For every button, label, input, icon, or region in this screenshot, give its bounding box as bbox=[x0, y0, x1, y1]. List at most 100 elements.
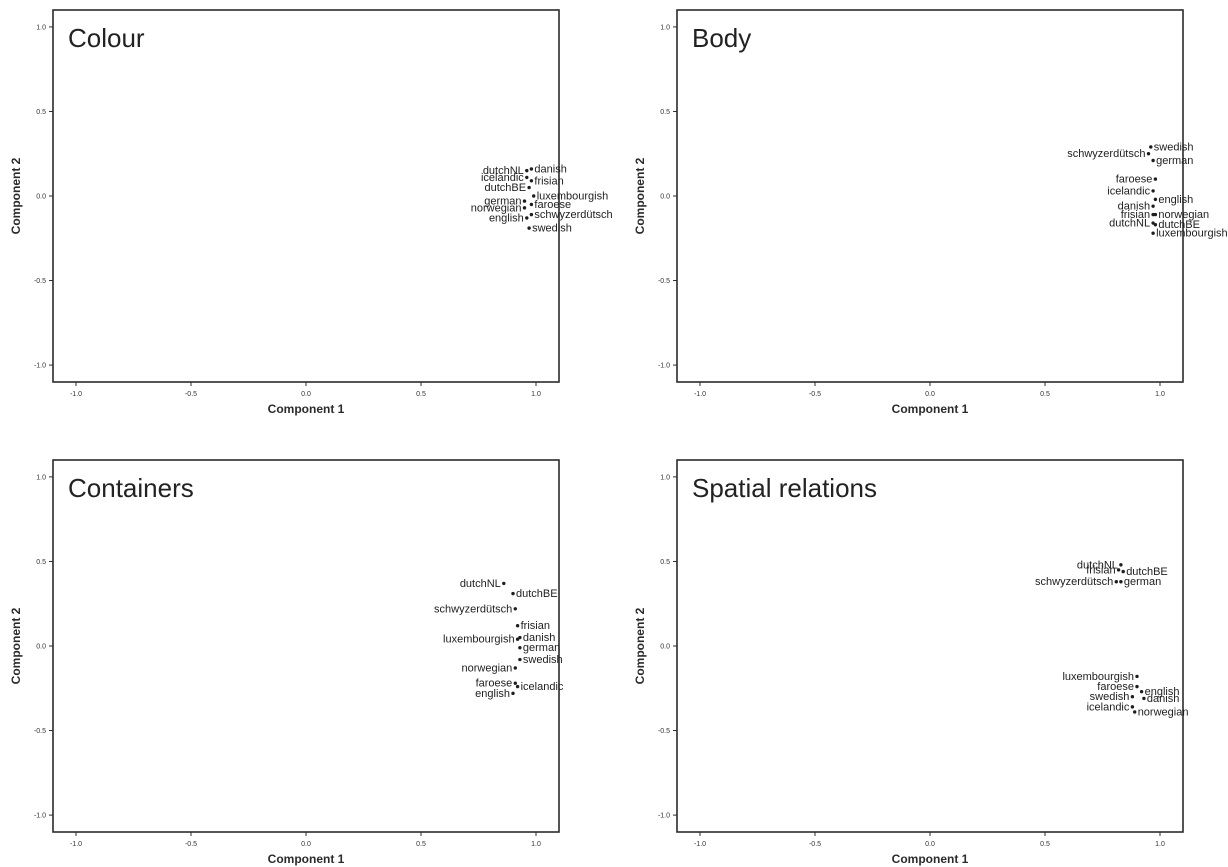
x-tick-label: 0.0 bbox=[925, 841, 935, 848]
point-label-faroese: faroese bbox=[476, 678, 513, 690]
plot-frame bbox=[52, 9, 560, 383]
point-faroese bbox=[1153, 177, 1158, 181]
point-german bbox=[522, 199, 527, 203]
point-label-dutchnl: dutchNL bbox=[1109, 218, 1150, 230]
point-label-danish: danish bbox=[534, 163, 566, 175]
point-faroese bbox=[513, 681, 517, 685]
y-tick-label: 0.0 bbox=[660, 194, 670, 201]
y-tick-label: -0.5 bbox=[658, 728, 670, 735]
point-label-danish: danish bbox=[1147, 693, 1179, 705]
point-label-luxembourgish: luxembourgish bbox=[537, 191, 609, 203]
point-label-luxembourgish: luxembourgish bbox=[1062, 671, 1134, 683]
x-tick-label: -0.5 bbox=[185, 841, 197, 848]
y-axis-title: Component 2 bbox=[9, 157, 23, 234]
y-tick-label: 0.5 bbox=[36, 559, 46, 566]
point-label-luxembourgish: luxembourgish bbox=[443, 634, 515, 646]
point-frisian bbox=[1116, 568, 1121, 572]
point-icelandic bbox=[1151, 189, 1155, 193]
point-english bbox=[525, 216, 529, 220]
y-tick-label: -1.0 bbox=[34, 813, 46, 820]
point-schwyzerdutsch bbox=[513, 607, 517, 611]
point-german bbox=[1151, 158, 1155, 163]
point-label-norwegian: norwegian bbox=[1138, 706, 1189, 718]
point-label-schwyzerdutsch: schwyzerdütsch bbox=[1067, 148, 1145, 160]
panel-spatial-relations: -1.0 -0.5 0.0 0.5 1.0 1.0 0.5 0.0 -0.5 -1.0 Compon… bbox=[633, 459, 1189, 866]
x-tick-label: 0.0 bbox=[301, 841, 311, 848]
y-axis-title: Component 2 bbox=[9, 607, 23, 684]
point-label-english: english bbox=[475, 688, 510, 700]
point-schwyzerdutsch bbox=[1114, 580, 1119, 584]
panel-colour: -1.0 -0.5 0.0 0.5 1.0 1.0 0.5 0.0 -0.5 -1.0 Compon… bbox=[9, 9, 613, 416]
point-label-english: english bbox=[1145, 686, 1180, 698]
point-faroese bbox=[529, 202, 534, 207]
point-dutchbe bbox=[511, 591, 515, 596]
point-frisian bbox=[529, 179, 534, 183]
point-faroese bbox=[1135, 684, 1139, 689]
point-label-schwyzerdutsch: schwyzerdütsch bbox=[534, 209, 612, 221]
point-label-english: english bbox=[489, 212, 524, 224]
point-label-danish: danish bbox=[1118, 201, 1150, 213]
point-label-norwegian: norwegian bbox=[1158, 209, 1209, 221]
point-label-frisian: frisian bbox=[1121, 209, 1150, 221]
point-label-dutchbe: dutchBE bbox=[516, 588, 558, 600]
panel-title: Body bbox=[692, 23, 751, 53]
point-frisian bbox=[515, 624, 520, 628]
y-tick-label: 1.0 bbox=[36, 24, 46, 31]
y-tick-label: -1.0 bbox=[658, 363, 670, 370]
point-norwegian bbox=[513, 666, 517, 670]
point-label-schwyzerdutsch: schwyzerdütsch bbox=[1035, 576, 1113, 588]
y-tick-label: 1.0 bbox=[660, 24, 670, 31]
point-label-dutchnl: dutchNL bbox=[460, 578, 501, 590]
point-norwegian bbox=[522, 206, 527, 210]
x-axis-title: Component 1 bbox=[892, 402, 969, 416]
x-tick-label: 1.0 bbox=[1155, 841, 1165, 848]
point-label-german: german bbox=[1156, 155, 1193, 167]
point-label-frisian: frisian bbox=[521, 620, 550, 632]
panel-title: Colour bbox=[68, 23, 145, 53]
x-tick-label: -0.5 bbox=[185, 391, 197, 398]
point-label-swedish: swedish bbox=[523, 654, 563, 666]
point-danish bbox=[1151, 204, 1155, 208]
y-tick-label: 0.5 bbox=[660, 109, 670, 116]
point-luxembourgish bbox=[1151, 231, 1155, 235]
point-label-german: german bbox=[484, 196, 521, 208]
point-label-icelandic: icelandic bbox=[1107, 185, 1150, 197]
point-label-icelandic: icelandic bbox=[1087, 701, 1130, 713]
point-label-icelandic: icelandic bbox=[521, 681, 564, 693]
x-tick-label: -1.0 bbox=[694, 391, 706, 398]
point-label-luxembourgish: luxembourgish bbox=[1156, 228, 1228, 240]
point-label-faroese: faroese bbox=[1116, 174, 1153, 186]
point-danish bbox=[1142, 696, 1146, 701]
y-tick-label: 0.0 bbox=[660, 644, 670, 651]
y-tick-label: 0.0 bbox=[36, 194, 46, 201]
point-label-swedish: swedish bbox=[1154, 141, 1194, 153]
x-tick-label: 0.5 bbox=[1040, 841, 1050, 848]
point-swedish bbox=[1130, 695, 1135, 699]
point-luxembourgish bbox=[1135, 674, 1139, 679]
x-tick-label: 1.0 bbox=[531, 841, 541, 848]
x-tick-label: 1.0 bbox=[531, 391, 541, 398]
y-tick-label: 1.0 bbox=[660, 474, 670, 481]
point-label-norwegian: norwegian bbox=[471, 202, 522, 214]
plot-frame bbox=[676, 459, 1184, 833]
point-schwyzerdutsch bbox=[1146, 152, 1151, 156]
point-label-english: english bbox=[1158, 194, 1193, 206]
point-english bbox=[511, 691, 515, 696]
y-tick-label: 0.5 bbox=[660, 559, 670, 566]
point-dutchnl bbox=[502, 581, 506, 586]
point-label-danish: danish bbox=[523, 632, 555, 644]
point-icelandic bbox=[1130, 705, 1135, 709]
point-label-german: german bbox=[523, 642, 560, 654]
point-english bbox=[1139, 689, 1144, 694]
x-tick-label: -1.0 bbox=[694, 841, 706, 848]
point-label-dutchnl: dutchNL bbox=[483, 165, 524, 177]
plot-frame bbox=[52, 459, 560, 833]
point-german bbox=[1119, 580, 1123, 584]
y-axis-title: Component 2 bbox=[633, 607, 647, 684]
y-tick-label: -0.5 bbox=[34, 728, 46, 735]
point-label-swedish: swedish bbox=[1090, 691, 1130, 703]
point-swedish bbox=[1149, 145, 1153, 149]
x-tick-label: 0.0 bbox=[301, 391, 311, 398]
x-tick-label: -1.0 bbox=[70, 391, 82, 398]
point-label-faroese: faroese bbox=[1097, 681, 1134, 693]
